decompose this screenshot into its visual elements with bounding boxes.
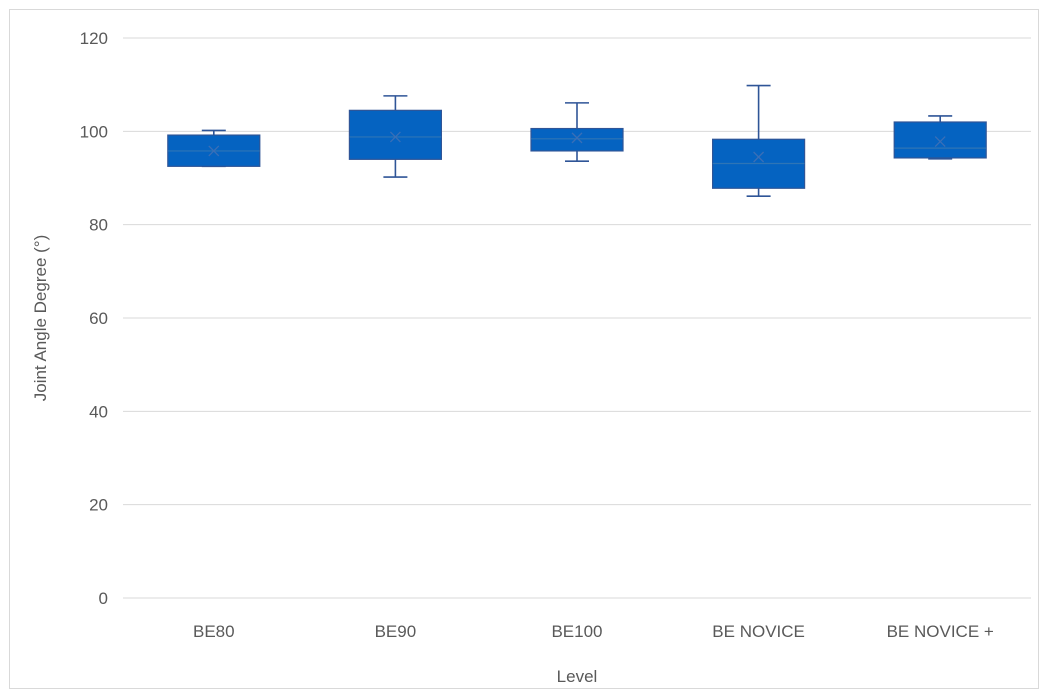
y-tick-label: 40 [89, 402, 108, 421]
chart-frame [9, 9, 1039, 689]
y-tick-label: 120 [80, 29, 108, 48]
y-tick-label: 60 [89, 309, 108, 328]
x-tick-label: BE90 [375, 622, 417, 641]
gridlines [123, 37, 1031, 599]
mean-marker [571, 132, 583, 144]
box-series [167, 84, 987, 197]
box-be80 [167, 129, 261, 168]
y-axis-tick-labels: 0 20 40 60 80 100 120 [80, 29, 108, 608]
box-be-novice [893, 115, 987, 160]
x-tick-label: BE NOVICE [712, 622, 805, 641]
box-be100 [530, 102, 624, 162]
box-be90 [348, 95, 442, 178]
x-tick-label: BE NOVICE + [887, 622, 994, 641]
mean-marker [753, 151, 765, 163]
iqr-box [530, 127, 624, 152]
mean-marker [934, 136, 946, 148]
iqr-box [893, 121, 987, 159]
y-tick-label: 80 [89, 216, 108, 235]
box-be-novice [711, 84, 806, 197]
iqr-box [348, 109, 442, 160]
mean-marker [389, 131, 401, 143]
y-tick-label: 0 [99, 589, 108, 608]
y-tick-label: 20 [89, 496, 108, 515]
y-axis-title: Joint Angle Degree (°) [31, 235, 50, 402]
y-tick-label: 100 [80, 122, 108, 141]
x-tick-label: BE100 [551, 622, 602, 641]
mean-marker [208, 145, 220, 157]
x-axis-title: Level [557, 667, 598, 686]
x-axis-tick-labels: BE80 BE90 BE100 BE NOVICE BE NOVICE + [193, 622, 994, 641]
x-tick-label: BE80 [193, 622, 235, 641]
